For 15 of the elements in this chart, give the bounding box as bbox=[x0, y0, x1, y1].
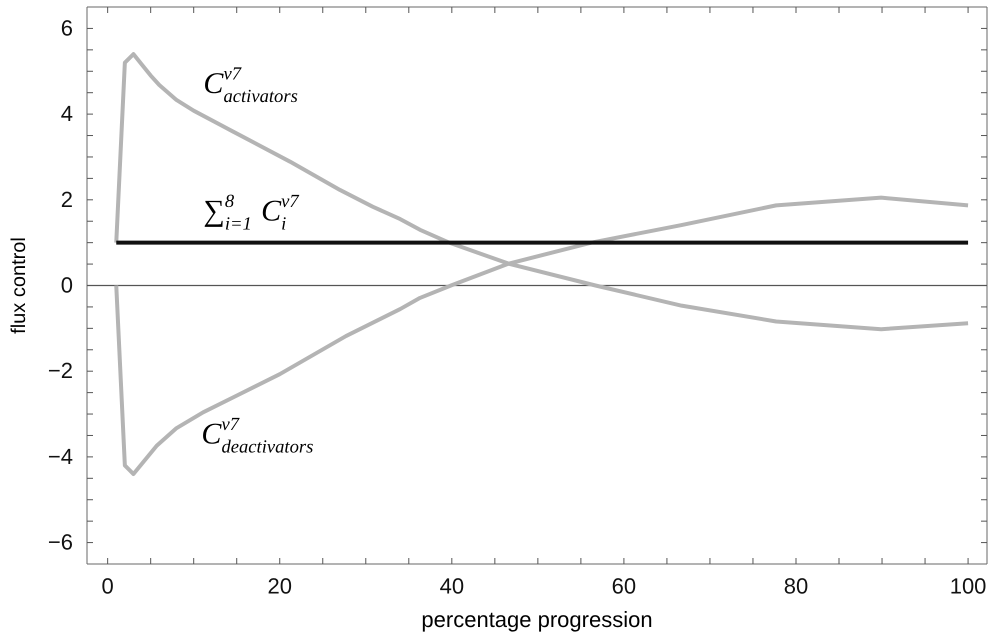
y-tick-label: −6 bbox=[48, 530, 73, 555]
y-tick-label: 6 bbox=[60, 15, 73, 40]
y-axis-title: flux control bbox=[8, 237, 30, 334]
x-tick-label: 40 bbox=[440, 574, 464, 599]
y-tick-label: 4 bbox=[60, 101, 73, 126]
y-tick-label: 2 bbox=[60, 186, 73, 212]
x-tick-label: 100 bbox=[950, 574, 986, 599]
y-tick-label: −4 bbox=[48, 444, 73, 469]
y-tick-label: −2 bbox=[48, 358, 73, 384]
x-tick-label: 0 bbox=[102, 574, 114, 599]
x-tick-label: 80 bbox=[784, 574, 808, 599]
x-tick-label: 20 bbox=[267, 574, 292, 599]
x-axis-title: percentage progression bbox=[421, 607, 653, 632]
x-tick-label: 60 bbox=[612, 574, 636, 599]
y-tick-label: 0 bbox=[60, 272, 73, 298]
